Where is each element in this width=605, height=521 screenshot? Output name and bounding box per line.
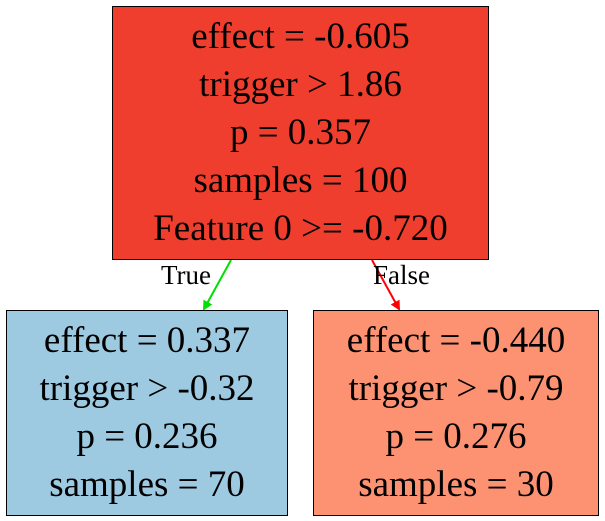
right-samples: samples = 30 [358,464,554,505]
right-trigger: trigger > -0.79 [348,368,564,409]
right-p: p = 0.276 [385,416,527,457]
root-node: effect = -0.605 trigger > 1.86 p = 0.357… [112,6,489,260]
true-edge-label: True [161,260,212,290]
left-trigger: trigger > -0.32 [39,368,255,409]
right-leaf-node: effect = -0.440 trigger > -0.79 p = 0.27… [313,310,599,516]
left-leaf-node: effect = 0.337 trigger > -0.32 p = 0.236… [6,310,288,516]
left-p: p = 0.236 [76,416,218,457]
root-trigger: trigger > 1.86 [199,64,402,105]
right-effect: effect = -0.440 [346,320,566,361]
left-effect: effect = 0.337 [43,320,251,361]
root-p: p = 0.357 [229,112,372,153]
left-samples: samples = 70 [49,464,245,505]
root-split-condition: Feature 0 >= -0.720 [153,208,448,249]
root-samples: samples = 100 [193,160,408,201]
root-effect: effect = -0.605 [191,16,410,57]
false-edge-label: False [373,260,430,290]
